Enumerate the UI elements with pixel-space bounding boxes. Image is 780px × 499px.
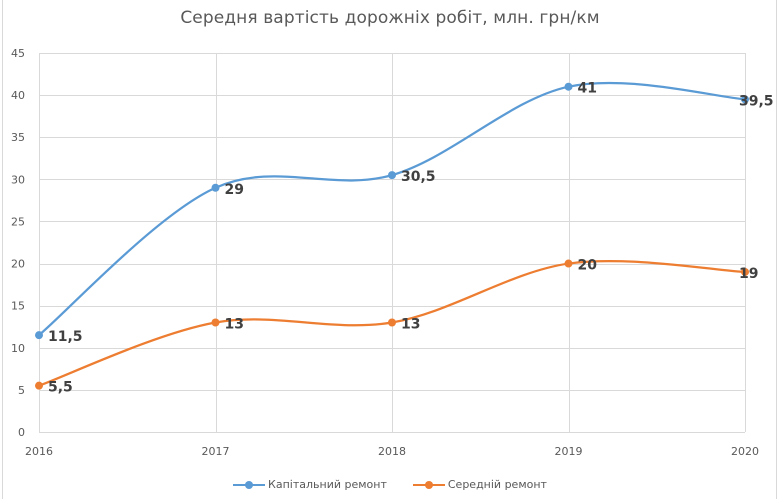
data-label: 30,5 bbox=[401, 169, 436, 185]
legend-marker-icon bbox=[412, 480, 445, 490]
y-axis: 0 5 10 15 20 25 30 35 40 45 bbox=[11, 47, 25, 439]
gridlines bbox=[39, 53, 746, 433]
legend-marker-icon bbox=[233, 480, 266, 490]
data-label: 13 bbox=[225, 317, 244, 333]
y-tick-label: 30 bbox=[11, 173, 25, 186]
data-point[interactable] bbox=[388, 171, 396, 180]
y-tick-label: 45 bbox=[11, 47, 25, 60]
data-label: 11,5 bbox=[48, 329, 83, 345]
y-tick-label: 15 bbox=[11, 300, 25, 313]
data-label: 19 bbox=[739, 266, 758, 282]
data-point[interactable] bbox=[35, 331, 43, 340]
y-tick-label: 25 bbox=[11, 215, 25, 228]
y-tick-label: 40 bbox=[11, 89, 25, 102]
data-point[interactable] bbox=[388, 318, 396, 327]
data-label: 39,5 bbox=[739, 93, 774, 109]
legend-label: Капітальний ремонт bbox=[268, 478, 387, 491]
legend-item-medium-repair[interactable]: Середній ремонт bbox=[412, 478, 547, 491]
x-tick-label: 2018 bbox=[378, 445, 406, 458]
x-tick-label: 2020 bbox=[731, 445, 759, 458]
legend-label: Середній ремонт bbox=[447, 478, 547, 491]
x-tick-label: 2016 bbox=[25, 445, 53, 458]
data-label: 13 bbox=[401, 317, 420, 333]
chart-title: Середня вартість дорожніх робіт, млн. гр… bbox=[180, 8, 600, 28]
data-label: 41 bbox=[578, 81, 597, 97]
y-tick-label: 0 bbox=[18, 426, 25, 439]
data-label: 20 bbox=[578, 258, 598, 274]
y-tick-label: 5 bbox=[18, 384, 25, 397]
data-point[interactable] bbox=[741, 95, 749, 104]
legend: Капітальний ремонт Середній ремонт bbox=[0, 478, 780, 491]
data-label: 5,5 bbox=[48, 380, 73, 396]
legend-item-capital-repair[interactable]: Капітальний ремонт bbox=[233, 478, 387, 491]
data-point[interactable] bbox=[564, 259, 573, 268]
y-tick-label: 20 bbox=[11, 258, 25, 271]
series-capital-repair: 11,5 29 30,5 41 39,5 bbox=[35, 81, 774, 345]
data-point[interactable] bbox=[564, 82, 573, 91]
x-axis: 2016 2017 2018 2019 2020 bbox=[25, 445, 759, 458]
data-point[interactable] bbox=[211, 318, 220, 327]
y-tick-label: 35 bbox=[11, 131, 25, 144]
data-point[interactable] bbox=[741, 267, 749, 276]
x-tick-label: 2017 bbox=[202, 445, 230, 458]
data-label: 29 bbox=[225, 182, 244, 198]
data-point[interactable] bbox=[35, 381, 43, 390]
series-medium-repair: 5,5 13 13 20 19 bbox=[35, 258, 758, 396]
data-point[interactable] bbox=[211, 183, 220, 192]
x-tick-label: 2019 bbox=[555, 445, 583, 458]
y-tick-label: 10 bbox=[11, 342, 25, 355]
